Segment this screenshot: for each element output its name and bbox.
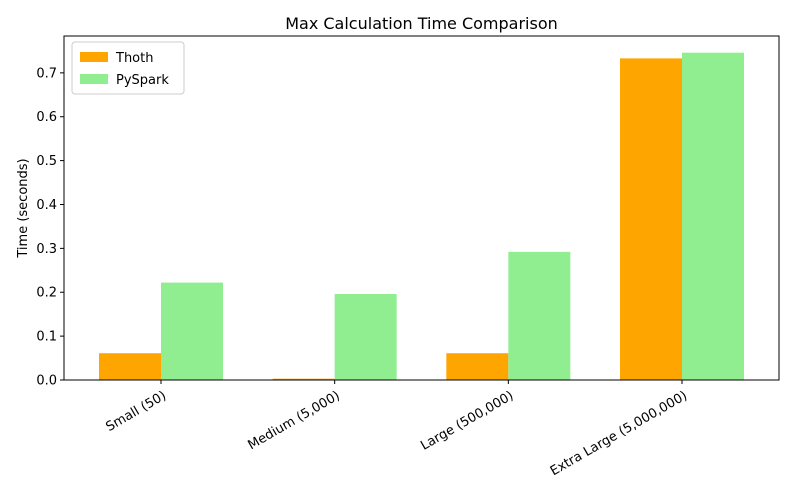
legend-swatch-thoth — [80, 52, 108, 62]
x-axis: Small (50) Medium (5,000) Large (500,000) E… — [104, 380, 690, 479]
y-tick-label: 0.7 — [36, 66, 57, 81]
y-tick-label: 0.1 — [36, 330, 57, 345]
x-tick-label: Medium (5,000) — [246, 388, 343, 453]
y-tick-label: 0.5 — [36, 154, 57, 169]
bar-pyspark-2 — [508, 251, 571, 380]
y-tick-label: 0.3 — [36, 242, 57, 257]
legend-swatch-pyspark — [80, 74, 108, 84]
x-tick-label: Large (500,000) — [418, 388, 516, 453]
x-tick-label: Small (50) — [104, 388, 169, 434]
y-tick-label: 0.0 — [36, 374, 57, 389]
legend: Thoth PySpark — [71, 41, 185, 95]
bar-pyspark-3 — [682, 52, 744, 381]
bar-thoth-2 — [446, 353, 509, 380]
legend-label-thoth: Thoth — [115, 51, 153, 66]
bar-thoth-0 — [99, 353, 161, 380]
y-tick-label: 0.4 — [36, 198, 57, 213]
y-tick-label: 0.6 — [36, 110, 57, 125]
y-tick-label: 0.2 — [36, 286, 57, 301]
plot-frame — [63, 35, 780, 381]
chart-title: Max Calculation Time Comparison — [285, 14, 558, 33]
x-tick-label: Extra Large (5,000,000) — [548, 388, 690, 479]
bar-pyspark-1 — [334, 294, 397, 380]
bar-thoth-3 — [620, 58, 682, 380]
y-axis: 0.0 0.1 0.2 0.3 0.4 0.5 0.6 0.7 — [36, 66, 64, 389]
y-axis-label: Time (seconds) — [16, 158, 31, 258]
bars-group — [99, 52, 744, 381]
legend-label-pyspark: PySpark — [116, 73, 169, 88]
bar-thoth-1 — [272, 378, 335, 380]
bar-pyspark-0 — [161, 282, 223, 380]
